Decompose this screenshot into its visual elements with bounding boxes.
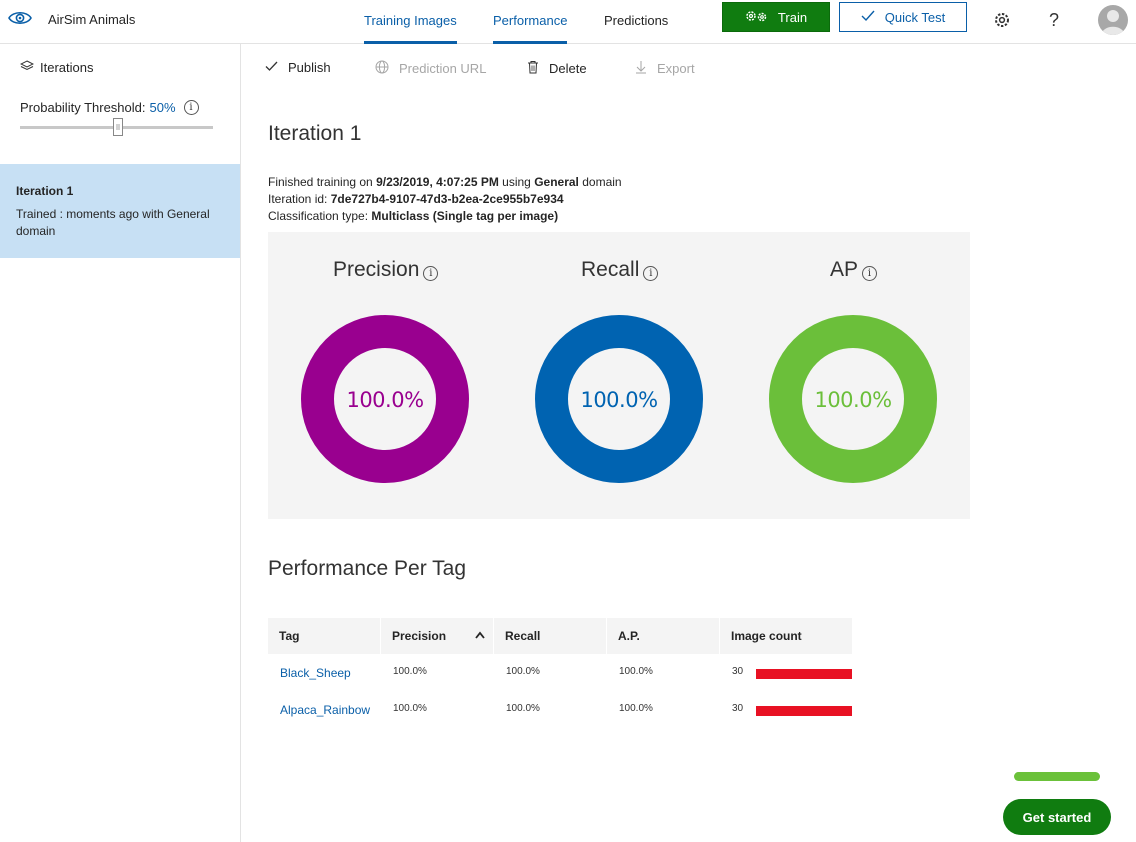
iterations-header[interactable]: Iterations xyxy=(19,60,94,75)
publish-button[interactable]: Publish xyxy=(265,60,331,75)
iteration-card[interactable]: Iteration 1 Trained : moments ago with G… xyxy=(0,164,240,258)
threshold-value: 50% xyxy=(149,100,176,115)
get-started-button[interactable]: Get started xyxy=(1003,799,1111,835)
row-image-count: 30 xyxy=(732,666,744,677)
info-icon[interactable]: i xyxy=(862,265,878,281)
tag-link-alpaca-rainbow[interactable]: Alpaca_Rainbow xyxy=(280,703,371,717)
recall-title: Recall i xyxy=(581,258,659,282)
row-ap: 100.0% xyxy=(619,703,653,714)
publish-label: Publish xyxy=(288,60,331,75)
column-header-ap[interactable]: A.P. xyxy=(607,618,720,654)
globe-icon xyxy=(375,60,389,77)
column-header-recall[interactable]: Recall xyxy=(494,618,607,654)
gears-icon xyxy=(745,9,769,26)
ap-title-label: AP xyxy=(830,258,859,281)
image-count-bar xyxy=(756,669,852,679)
using-text: using xyxy=(502,175,531,189)
precision-column-label: Precision xyxy=(392,629,447,643)
probability-threshold: Probability Threshold: 50% i xyxy=(20,100,199,115)
prediction-url-button[interactable]: Prediction URL xyxy=(375,60,486,77)
ap-donut xyxy=(769,315,937,483)
row-precision: 100.0% xyxy=(393,703,427,714)
performance-per-tag-heading: Performance Per Tag xyxy=(268,557,467,580)
ap-title: AP i xyxy=(830,258,878,282)
iteration-heading: Iteration 1 xyxy=(268,122,362,145)
column-header-tag[interactable]: Tag xyxy=(268,618,381,654)
row-ap: 100.0% xyxy=(619,666,653,677)
classification-value: Multiclass (Single tag per image) xyxy=(371,209,559,223)
iteration-id-label: Iteration id: xyxy=(268,192,328,206)
eye-logo-icon[interactable] xyxy=(8,9,32,27)
classification-label: Classification type: xyxy=(268,209,369,223)
layers-icon xyxy=(19,60,35,75)
checkmark-icon xyxy=(861,10,875,25)
info-icon[interactable]: i xyxy=(183,100,199,115)
tag-link-black-sheep[interactable]: Black_Sheep xyxy=(280,666,351,680)
recall-title-label: Recall xyxy=(581,258,640,281)
download-icon xyxy=(635,60,647,77)
row-precision: 100.0% xyxy=(393,666,427,677)
iteration-id-value: 7de727b4-9107-47d3-b2ea-2ce955b7e934 xyxy=(330,192,564,206)
domain-suffix: domain xyxy=(582,175,622,189)
delete-label: Delete xyxy=(549,61,587,76)
precision-value: 100.0% xyxy=(346,388,424,412)
iteration-card-subtitle: Trained : moments ago with General domai… xyxy=(16,207,210,238)
column-header-image-count[interactable]: Image count xyxy=(731,629,802,643)
train-button[interactable]: Train xyxy=(722,2,830,32)
tab-performance[interactable]: Performance xyxy=(493,13,568,44)
user-avatar[interactable] xyxy=(1098,5,1128,35)
precision-title-label: Precision xyxy=(333,258,420,281)
domain-name: General xyxy=(534,175,579,189)
info-icon[interactable]: i xyxy=(423,265,439,281)
top-header: AirSim Animals Training Images Performan… xyxy=(0,0,1136,44)
finished-prefix: Finished training on xyxy=(268,175,373,189)
gear-icon[interactable] xyxy=(991,9,1013,31)
help-icon[interactable]: ? xyxy=(1048,9,1059,30)
export-button[interactable]: Export xyxy=(635,60,695,77)
train-label: Train xyxy=(777,9,808,25)
delete-button[interactable]: Delete xyxy=(527,60,587,77)
precision-title: Precision i xyxy=(333,258,439,282)
metrics-panel: Precision i Recall i AP i 100.0% 100.0% … xyxy=(268,232,970,519)
table-header: Tag Precision Recall A.P. Image count xyxy=(268,618,852,654)
row-recall: 100.0% xyxy=(506,703,540,714)
precision-donut xyxy=(301,315,469,483)
app-name[interactable]: AirSim Animals xyxy=(48,12,136,27)
tab-training-images[interactable]: Training Images xyxy=(364,13,457,44)
checkmark-icon xyxy=(265,60,278,75)
threshold-slider-thumb[interactable] xyxy=(112,118,123,136)
iterations-label: Iterations xyxy=(40,60,94,75)
sidebar: Iterations Probability Threshold: 50% i … xyxy=(0,44,241,842)
image-count-bar xyxy=(756,706,852,716)
column-header-precision[interactable]: Precision xyxy=(381,618,494,654)
threshold-label: Probability Threshold: xyxy=(20,100,146,115)
sort-ascending-icon xyxy=(475,628,485,642)
quick-test-button[interactable]: Quick Test xyxy=(839,2,967,32)
finished-date: 9/23/2019, 4:07:25 PM xyxy=(376,175,499,189)
quick-test-label: Quick Test xyxy=(884,9,946,25)
trash-icon xyxy=(527,60,539,77)
iteration-card-title: Iteration 1 xyxy=(16,184,74,198)
export-label: Export xyxy=(657,61,695,76)
onboarding-progress-bar xyxy=(1014,772,1100,781)
row-recall: 100.0% xyxy=(506,666,540,677)
recall-value: 100.0% xyxy=(580,388,658,412)
tab-predictions[interactable]: Predictions xyxy=(604,13,669,28)
row-image-count: 30 xyxy=(732,703,744,714)
ap-value: 100.0% xyxy=(814,388,892,412)
iteration-details: Finished training on 9/23/2019, 4:07:25 … xyxy=(268,174,622,225)
info-icon[interactable]: i xyxy=(643,265,659,281)
prediction-url-label: Prediction URL xyxy=(399,61,487,76)
recall-donut xyxy=(535,315,703,483)
